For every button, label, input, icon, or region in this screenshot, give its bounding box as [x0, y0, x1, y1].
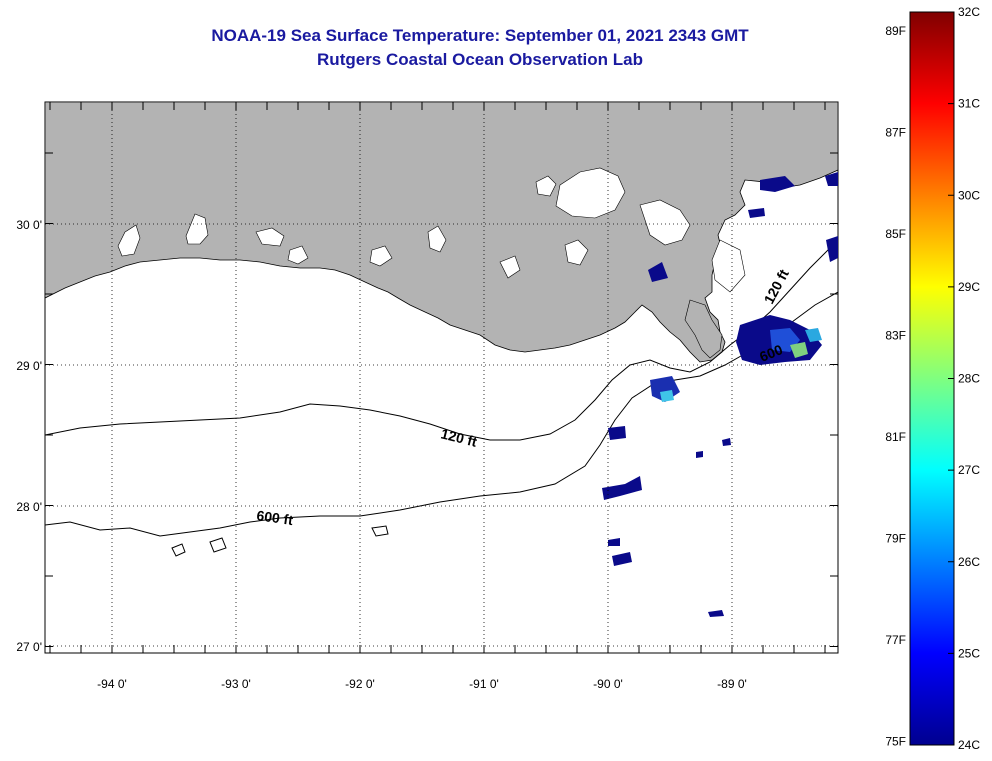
colorbar-fahrenheit-label: 87F — [885, 126, 906, 140]
lon-label: -94 0' — [97, 677, 127, 691]
colorbar-fahrenheit-label: 89F — [885, 24, 906, 38]
axis-ticks — [45, 102, 838, 653]
marsh-lakes — [287, 225, 521, 279]
colorbar-fahrenheit-label: 83F — [885, 329, 906, 343]
breton-sound — [711, 239, 746, 293]
colorbar-celsius-label: 30C — [958, 188, 980, 202]
colorbar-celsius-label: 29C — [958, 280, 980, 294]
colorbar-celsius-label: 32C — [958, 5, 980, 19]
white-lake — [185, 213, 209, 245]
contour-label-600ft: 600 ft — [256, 507, 295, 528]
colorbar-celsius-label: 31C — [958, 97, 980, 111]
lon-label: -91 0' — [469, 677, 499, 691]
colorbar-celsius-labels: 32C 31C 30C 29C 28C 27C 26C 25C 24C — [958, 5, 980, 752]
chart-title: NOAA-19 Sea Surface Temperature: Septemb… — [211, 26, 749, 45]
chart-subtitle: Rutgers Coastal Ocean Observation Lab — [317, 50, 643, 69]
colorbar-celsius-label: 24C — [958, 738, 980, 752]
colorbar-fahrenheit-label: 75F — [885, 735, 906, 749]
lake-borgne — [639, 199, 691, 246]
colorbar — [909, 11, 955, 746]
colorbar-fahrenheit-label: 81F — [885, 430, 906, 444]
colorbar-fahrenheit-label: 77F — [885, 633, 906, 647]
seafloor-contour-patches — [171, 525, 389, 557]
lon-label: -89 0' — [717, 677, 747, 691]
lat-label: 28 0' — [16, 500, 42, 514]
lon-label: -93 0' — [221, 677, 251, 691]
lon-label: -90 0' — [593, 677, 623, 691]
colorbar-celsius-label: 28C — [958, 372, 980, 386]
lake-maurepas — [535, 175, 557, 197]
colorbar-fahrenheit-labels: 89F 87F 85F 83F 81F 79F 77F 75F — [885, 24, 906, 749]
colorbar-ticks — [948, 11, 954, 746]
colorbar-celsius-label: 26C — [958, 555, 980, 569]
contour-600ft-line — [45, 291, 838, 537]
lake-calcasieu — [117, 224, 141, 257]
lake-salvador — [564, 239, 589, 266]
colorbar-fahrenheit-label: 79F — [885, 532, 906, 546]
lat-label: 30 0' — [16, 218, 42, 232]
lat-label: 29 0' — [16, 359, 42, 373]
graticule — [45, 102, 838, 653]
lake-pontchartrain — [555, 167, 626, 219]
colorbar-celsius-label: 27C — [958, 463, 980, 477]
mississippi-delta — [684, 299, 723, 359]
sst-patches — [602, 172, 838, 617]
colorbar-celsius-label: 25C — [958, 646, 980, 660]
lon-label: -92 0' — [345, 677, 375, 691]
colorbar-fahrenheit-label: 85F — [885, 227, 906, 241]
lat-label: 27 0' — [16, 640, 42, 654]
grand-lake — [255, 227, 285, 247]
